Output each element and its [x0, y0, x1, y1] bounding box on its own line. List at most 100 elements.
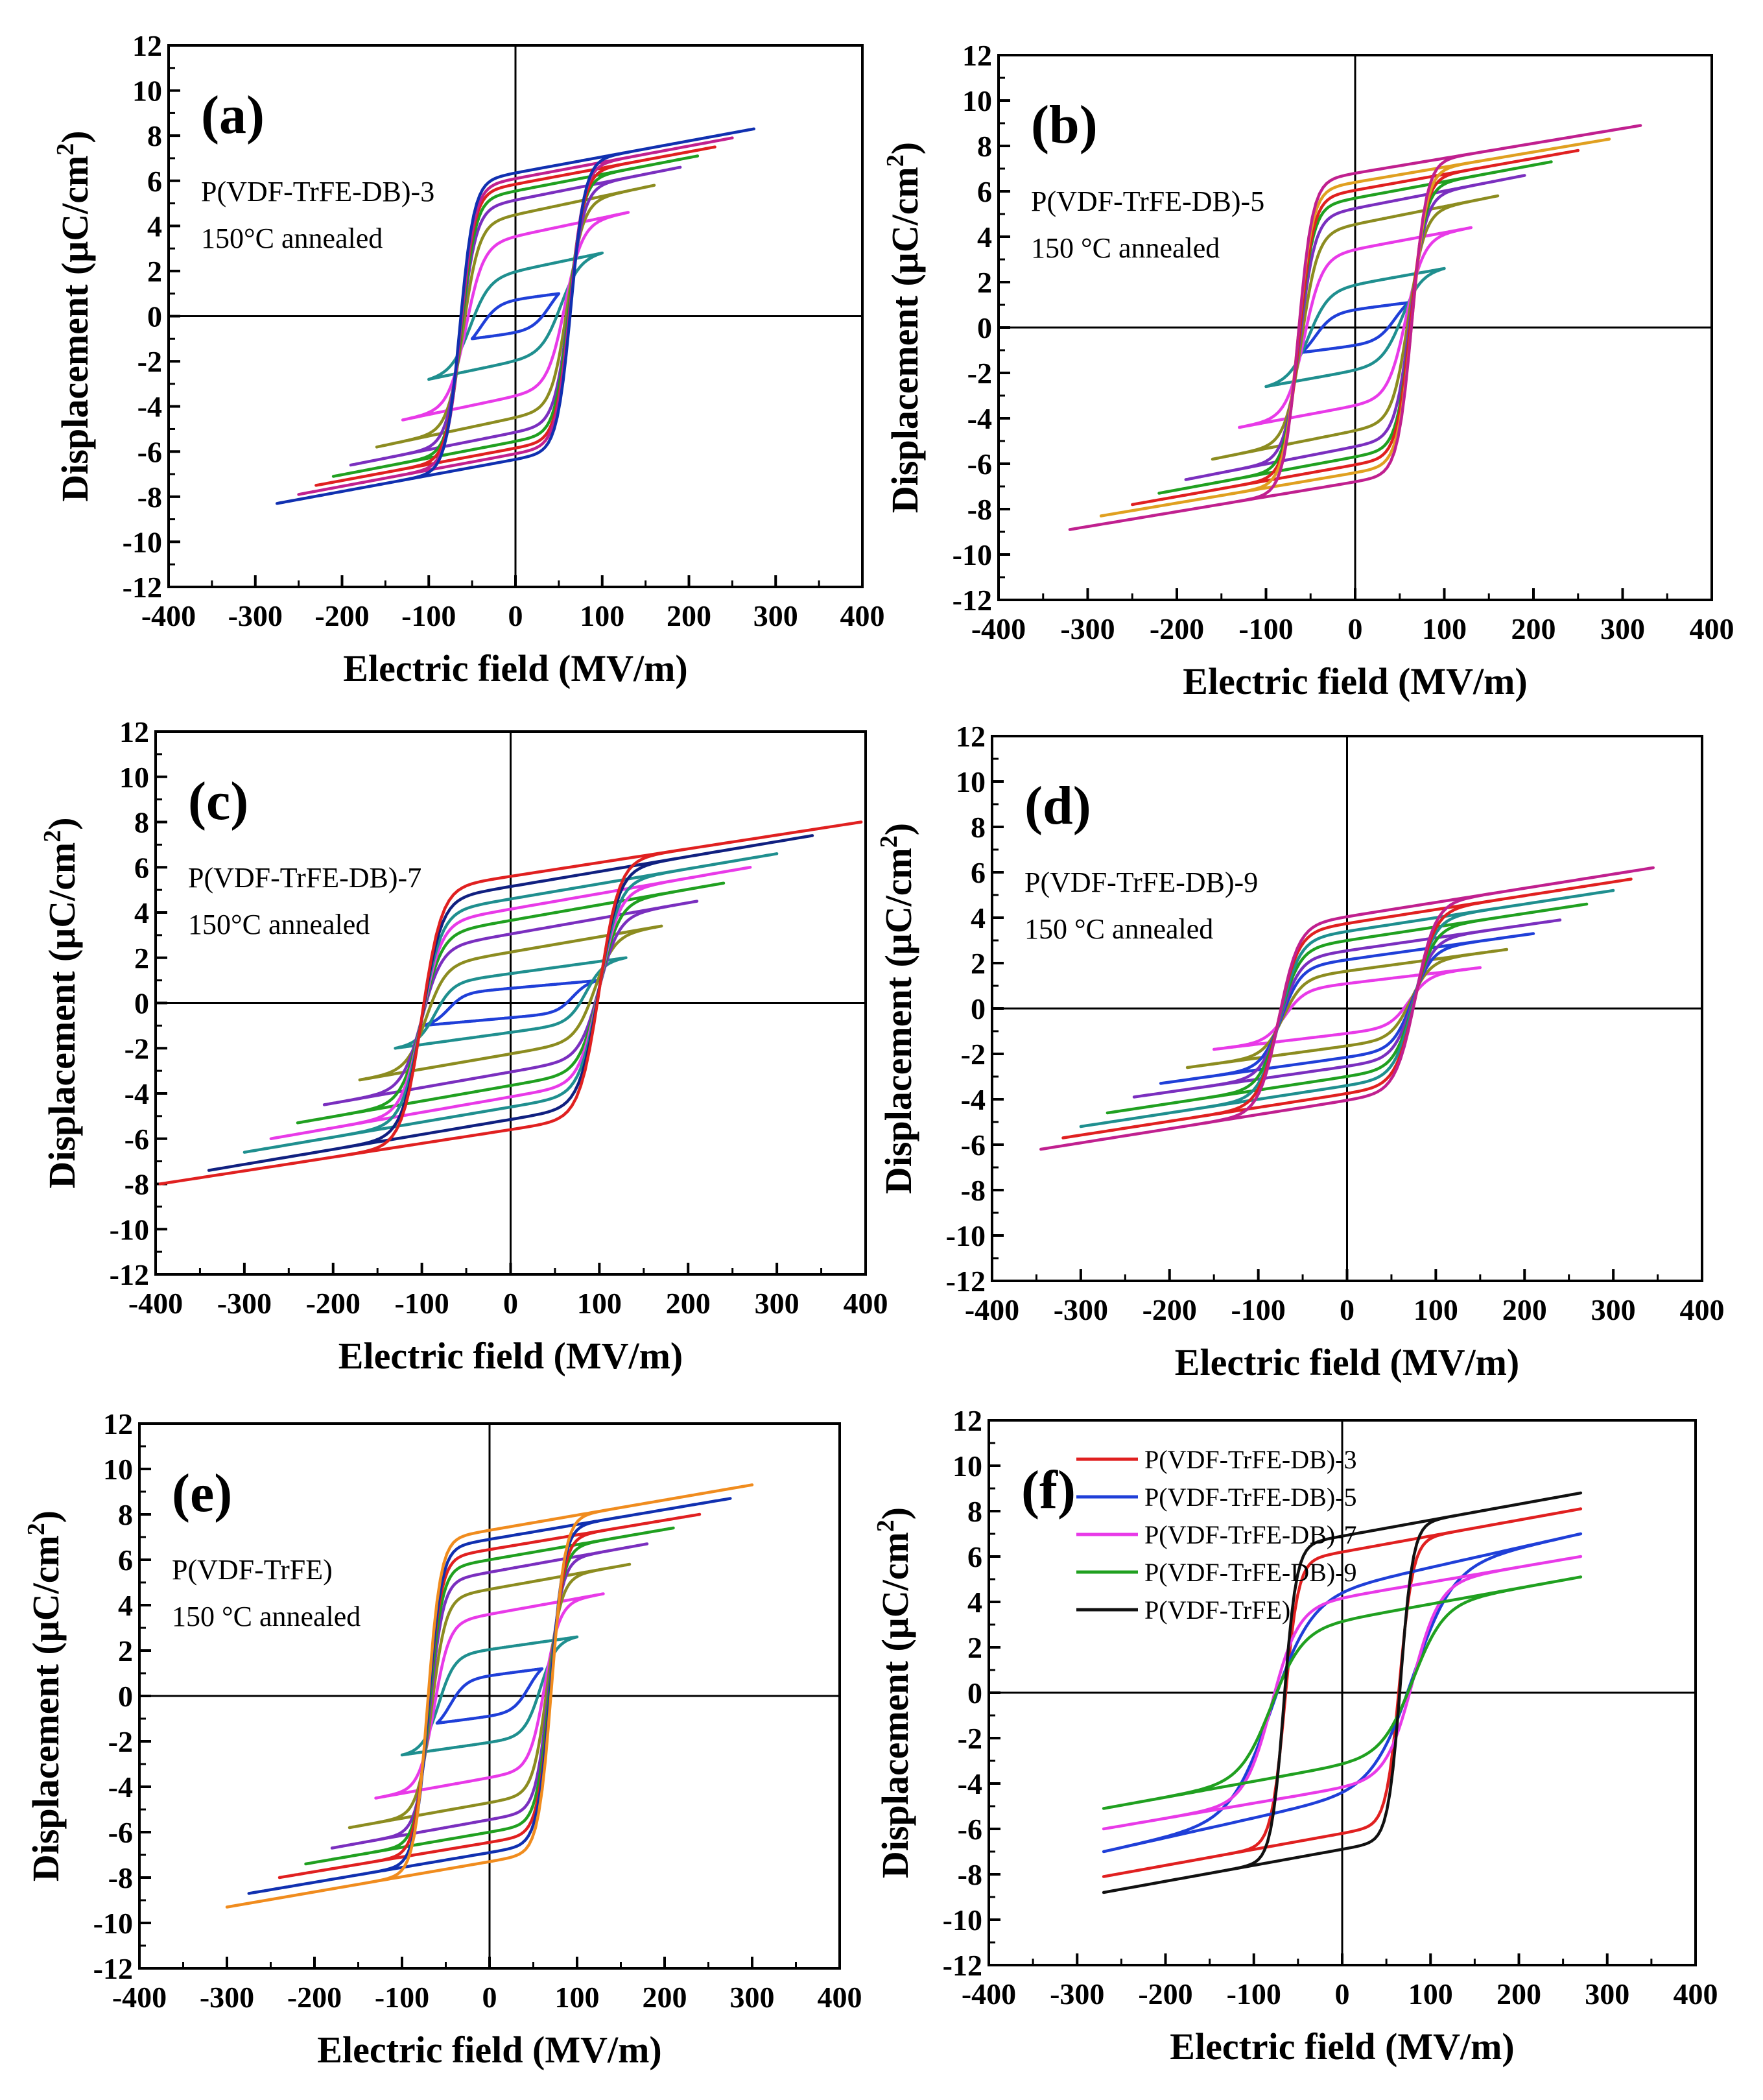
- x-tick-label: 400: [840, 599, 885, 632]
- x-axis-title: Electric field (MV/m): [317, 2029, 661, 2071]
- y-tick-label: -2: [967, 357, 992, 390]
- y-tick-label: 6: [118, 1544, 133, 1577]
- y-tick-label: 2: [967, 1631, 982, 1664]
- y-tick-label: -2: [124, 1032, 149, 1065]
- loop-160-mv-m: [1211, 194, 1500, 461]
- y-tick-label: 6: [971, 856, 986, 889]
- y-tick-label: -8: [961, 1174, 986, 1207]
- loop-270-mv-m: [1106, 902, 1589, 1115]
- loop-100-mv-m: [427, 251, 604, 381]
- x-tick-label: 400: [818, 1981, 862, 2014]
- y-tick-label: -10: [93, 1907, 133, 1940]
- loop-275-mv-m: [247, 1497, 732, 1895]
- y-tick-label: -8: [958, 1858, 982, 1891]
- x-tick-label: 200: [1497, 1977, 1541, 2011]
- y-tick-label: -6: [137, 435, 162, 468]
- y-tick-label: 12: [952, 1404, 982, 1437]
- y-tick-label: -8: [137, 481, 162, 514]
- sample-annotation: 150°C annealed: [188, 909, 370, 940]
- y-tick-label: 12: [956, 720, 986, 753]
- y-tick-label: 12: [132, 29, 162, 62]
- sample-annotation: P(VDF-TrFE-DB)-7: [188, 862, 421, 894]
- y-tick-label: 8: [134, 806, 149, 839]
- y-tick-label: -8: [108, 1861, 133, 1894]
- x-tick-label: 100: [1408, 1977, 1453, 2011]
- x-tick-label: 0: [1340, 1293, 1355, 1326]
- x-tick-label: -200: [1150, 612, 1204, 645]
- y-tick-label: -4: [137, 390, 162, 424]
- y-tick-label: 2: [977, 266, 992, 299]
- y-axis-title: Displacement (μC/cm2): [39, 817, 83, 1188]
- legend-label: P(VDF-TrFE-DB)-7: [1144, 1520, 1356, 1549]
- y-tick-label: 2: [971, 947, 986, 980]
- panel-label: (d): [1024, 776, 1091, 836]
- y-tick-label: -6: [958, 1813, 982, 1846]
- x-tick-label: -200: [1142, 1293, 1197, 1326]
- loop-275-mv-m: [275, 127, 756, 505]
- x-tick-label: 300: [730, 1981, 775, 2014]
- loop-180-mv-m: [330, 1542, 649, 1850]
- x-tick-label: 100: [1422, 612, 1467, 645]
- y-tick-label: 0: [118, 1680, 133, 1713]
- loop-160-mv-m: [375, 184, 656, 449]
- loop-100-mv-m: [400, 1635, 579, 1757]
- loop-130-mv-m: [401, 211, 630, 422]
- y-tick-label: -8: [967, 493, 992, 526]
- loop-p-vdf-trfe-: [1102, 1491, 1583, 1894]
- x-tick-label: -100: [1227, 1977, 1281, 2011]
- y-tick-label: -4: [961, 1083, 986, 1116]
- loop-p-vdf-trfe-db-3: [1102, 1507, 1583, 1878]
- panel-label: (c): [188, 771, 248, 831]
- panel-f: -400 -300 -200 -100 0 100 200 300 400-12-10-8-6-…: [872, 1404, 1718, 2068]
- x-tick-label: 0: [1348, 612, 1363, 645]
- y-tick-label: 8: [977, 130, 992, 163]
- y-tick-label: 4: [977, 221, 992, 254]
- x-tick-label: 100: [577, 1287, 622, 1320]
- loop-320-mv-m: [1061, 877, 1633, 1139]
- y-tick-label: 0: [147, 300, 162, 333]
- y-tick-label: 0: [967, 1676, 982, 1710]
- y-axis-title: Displacement (μC/cm2): [875, 823, 919, 1194]
- panel-label: (a): [201, 85, 265, 145]
- y-tick-label: 4: [967, 1586, 982, 1619]
- x-tick-label: 200: [643, 1981, 687, 2014]
- loop-180-mv-m: [1185, 948, 1509, 1069]
- x-tick-label: 0: [482, 1981, 497, 2014]
- y-tick-label: -12: [93, 1952, 133, 1985]
- y-tick-label: 8: [147, 119, 162, 152]
- y-tick-label: 10: [103, 1453, 133, 1486]
- y-tick-label: 4: [147, 209, 162, 243]
- y-tick-label: -10: [946, 1219, 986, 1252]
- x-tick-label: 400: [1680, 1293, 1725, 1326]
- y-tick-label: -6: [108, 1816, 133, 1849]
- x-tick-label: -100: [394, 1287, 449, 1320]
- loop-130-mv-m: [1238, 226, 1473, 429]
- y-tick-label: 10: [962, 84, 992, 117]
- x-tick-label: -100: [1231, 1293, 1285, 1326]
- y-tick-label: -6: [124, 1123, 149, 1156]
- legend-label: P(VDF-TrFE-DB)-9: [1144, 1558, 1356, 1587]
- y-tick-label: -2: [958, 1722, 982, 1755]
- y-tick-label: -4: [108, 1771, 133, 1804]
- x-tick-label: 200: [666, 1287, 711, 1320]
- x-axis-title: Electric field (MV/m): [1170, 2025, 1514, 2068]
- y-tick-label: 6: [977, 175, 992, 208]
- x-tick-label: -400: [128, 1287, 183, 1320]
- legend-label: P(VDF-TrFE-DB)-3: [1144, 1445, 1356, 1474]
- loop-p-vdf-trfe-db-9: [1102, 1575, 1583, 1810]
- x-tick-label: -100: [401, 599, 456, 632]
- y-tick-label: 2: [147, 255, 162, 288]
- x-tick-label: -400: [965, 1293, 1019, 1326]
- y-tick-label: -4: [958, 1767, 982, 1800]
- sample-annotation: P(VDF-TrFE): [172, 1554, 333, 1586]
- loop-320-mv-m: [1068, 124, 1642, 531]
- loop-p-vdf-trfe-db-7: [1102, 1555, 1583, 1831]
- y-tick-label: -2: [137, 345, 162, 378]
- y-tick-label: 10: [132, 75, 162, 108]
- y-tick-label: 12: [962, 39, 992, 72]
- x-tick-label: -300: [200, 1981, 254, 2014]
- x-tick-label: 0: [508, 599, 523, 632]
- panel-label: (e): [172, 1463, 232, 1523]
- x-tick-label: 0: [1335, 1977, 1350, 2011]
- loop-285-mv-m: [1099, 137, 1611, 518]
